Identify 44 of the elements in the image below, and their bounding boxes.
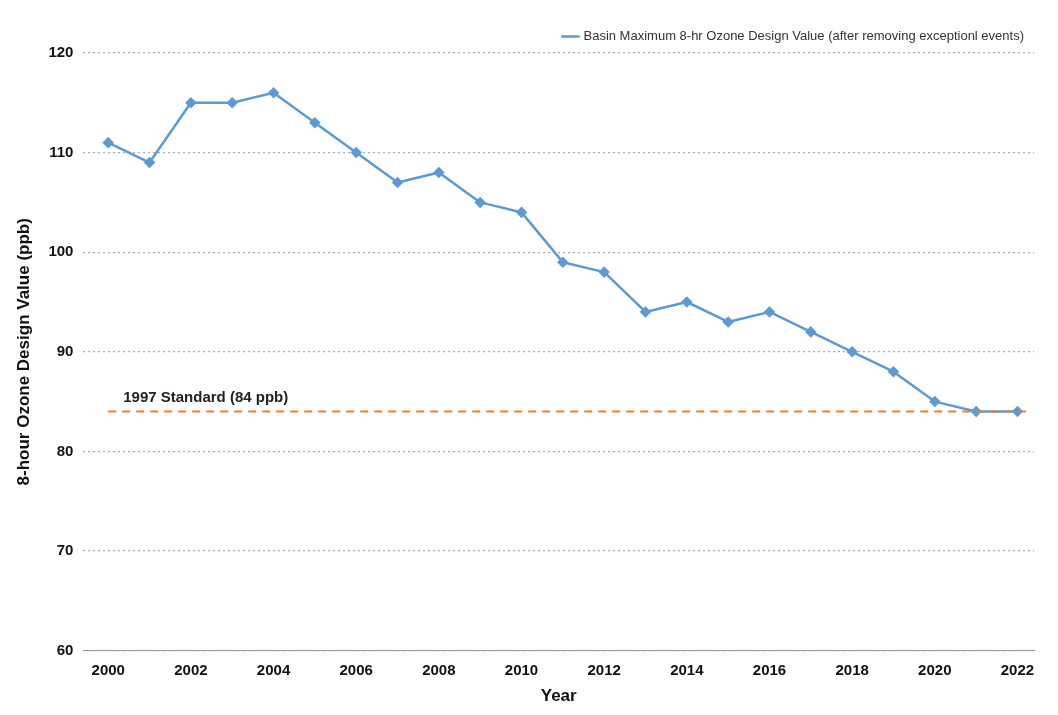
x-tick-label: 2018 [835,660,869,678]
x-axis-title: Year [540,686,578,706]
point [640,306,651,318]
y-tick-label: 70 [56,541,74,559]
x-tick-label: 2008 [422,660,456,678]
x-tick-label: 2010 [504,660,539,678]
point [309,117,321,128]
y-tick-label: 90 [56,341,74,359]
x-tick-label: 2012 [587,660,621,678]
point [144,157,155,168]
y-tick-label: 80 [56,441,74,459]
point [268,87,279,99]
point [598,266,610,278]
x-tick-label: 2006 [339,660,373,678]
ref-line-label: 1997 Standard (84 ppb) [123,388,289,406]
point [516,207,527,218]
point [185,97,197,109]
y-tick-label: 100 [48,242,74,260]
x-tick-label: 2022 [1000,660,1035,678]
x-tick-label: 2004 [256,660,291,678]
y-tick-label: 120 [48,43,74,61]
point [557,256,569,268]
x-tick-label: 2000 [91,660,125,678]
point [392,177,403,188]
x-tick-label: 2016 [752,660,787,678]
point [722,316,734,328]
legend-label: Basin Maximum 8-hr Ozone Design Value (after removing exceptionl events) [583,28,1025,44]
point [433,167,445,178]
y-tick-label: 110 [49,142,74,160]
x-tick-label: 2002 [174,660,208,678]
point [681,296,693,308]
x-tick-label: 2014 [670,660,705,678]
point [929,396,941,407]
y-axis-title: 8-hour Ozone Design Value (ppb) [13,218,33,486]
point [846,346,858,358]
point [764,306,775,318]
y-tick-label: 60 [56,640,74,658]
point [226,97,238,109]
x-tick-label: 2020 [918,660,952,678]
point [474,197,486,208]
point [805,326,817,338]
point [350,147,362,158]
point [102,137,114,148]
point [888,366,899,377]
